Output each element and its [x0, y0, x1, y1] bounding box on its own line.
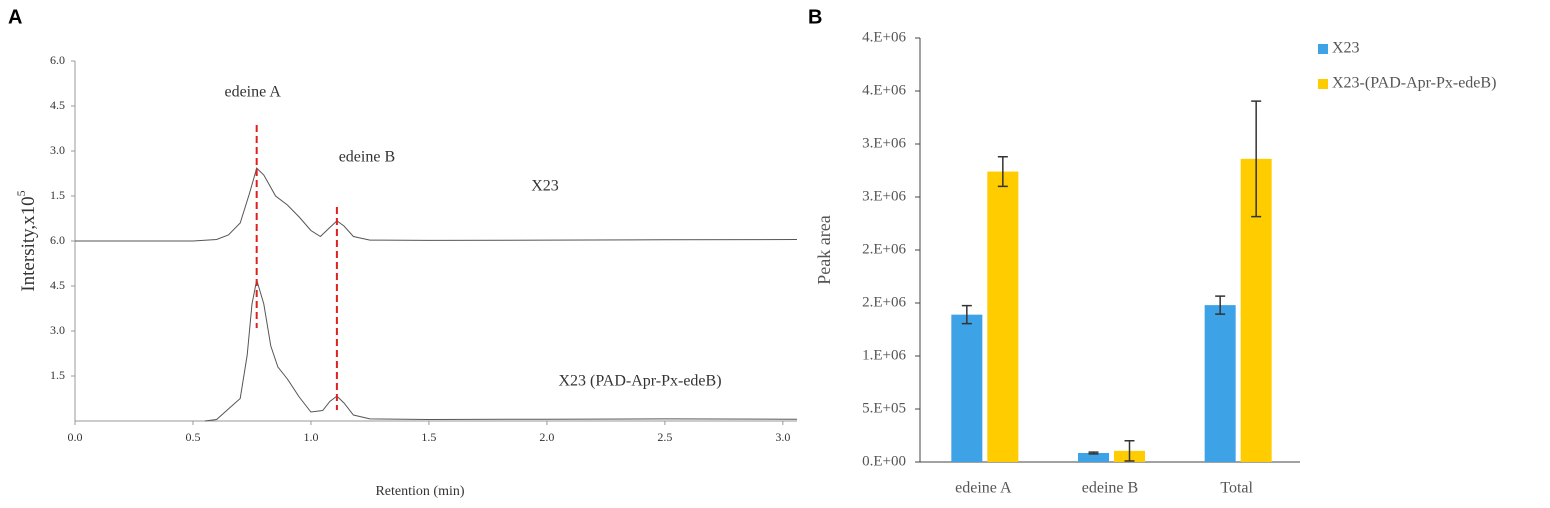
y-tick-label: 3.0 [50, 323, 65, 337]
peak-label: edeine B [339, 149, 395, 166]
panel-label: B [808, 6, 822, 28]
x-tick-label: 1.5 [421, 430, 436, 444]
legend-label: X23-(PAD-Apr-Px-edeB) [1332, 75, 1496, 92]
x-tick-label: 2.0 [539, 430, 554, 444]
error-bar [997, 155, 1008, 188]
legend-label: X23 [1332, 40, 1360, 57]
bar [951, 314, 983, 462]
series-label: X23 (PAD-Apr-Px-edeB) [558, 373, 721, 390]
y-tick-label: 3.E+06 [862, 188, 906, 204]
x-tick-label: Total [1220, 480, 1253, 497]
y-tick-label: 4.5 [50, 98, 65, 112]
y-axis-label: Peak area [814, 215, 834, 284]
y-tick-label: 4.E+06 [862, 82, 906, 98]
trace [204, 279, 798, 422]
x-tick-label: 0.5 [185, 430, 200, 444]
error-bar [1215, 295, 1226, 315]
series-label: X23 [531, 178, 559, 195]
error-bar [1088, 451, 1099, 455]
panel-label: A [8, 6, 22, 28]
y-axis-label: Intersity,x105 [14, 190, 40, 291]
x-tick-label: 2.5 [657, 430, 672, 444]
error-bar [961, 304, 972, 325]
y-axis-label-exponent: 5 [14, 190, 28, 196]
x-tick-label: 3.0 [775, 430, 790, 444]
x-tick-label: edeine A [955, 480, 1012, 497]
y-tick-label: 6.0 [50, 53, 65, 67]
bar [1078, 452, 1109, 462]
bar [1204, 305, 1236, 462]
y-tick-label: 0.E+00 [862, 453, 906, 469]
x-tick-label: edeine B [1082, 480, 1138, 497]
y-tick-label: 3.0 [50, 143, 65, 157]
y-tick-label: 1.E+06 [862, 347, 906, 363]
y-tick-label: 1.5 [50, 368, 65, 382]
y-tick-label: 1.5 [50, 188, 65, 202]
peak-label: edeine A [224, 84, 281, 101]
x-axis-label: Retention (min) [375, 484, 464, 499]
error-bar [1124, 440, 1135, 462]
y-tick-label: 5.E+05 [862, 400, 906, 416]
legend-swatch [1318, 79, 1328, 89]
y-tick-label: 3.E+06 [862, 135, 906, 151]
bar [987, 171, 1019, 462]
y-tick-label: 4.E+06 [862, 29, 906, 45]
x-tick-label: 1.0 [303, 430, 318, 444]
y-tick-label: 4.5 [50, 278, 65, 292]
x-tick-label: 0.0 [68, 430, 83, 444]
y-tick-label: 2.E+06 [862, 241, 906, 257]
legend-swatch [1318, 44, 1328, 54]
error-bar [1251, 100, 1262, 218]
y-axis-label-text: Intersity,x10 [18, 196, 39, 291]
trace [75, 167, 798, 242]
y-tick-label: 6.0 [50, 233, 65, 247]
y-tick-label: 2.E+06 [862, 294, 906, 310]
